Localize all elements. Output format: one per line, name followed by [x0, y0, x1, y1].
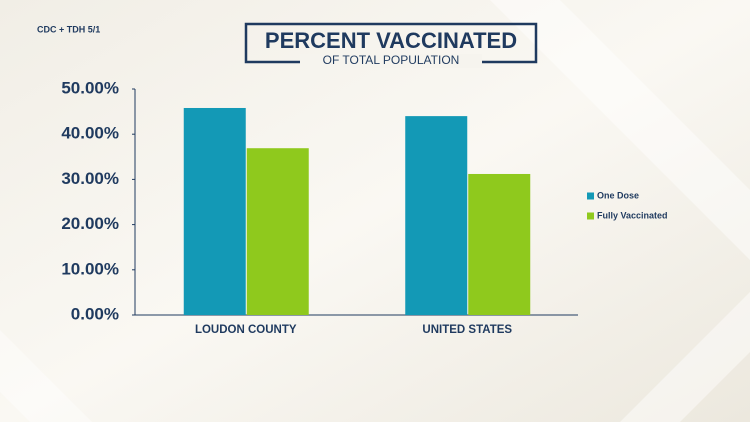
y-tick-label: 30.00%	[61, 169, 119, 188]
y-tick-label: 20.00%	[61, 214, 119, 233]
decor	[620, 292, 750, 422]
chart-subtitle: OF TOTAL POPULATION	[323, 53, 460, 67]
legend-label: One Dose	[597, 190, 639, 200]
source: CDC + TDH 5/1	[37, 24, 100, 34]
y-tick-label: 50.00%	[61, 78, 119, 97]
decor	[0, 330, 92, 422]
bar	[183, 107, 246, 315]
y-tick-label: 0.00%	[71, 304, 119, 323]
legend-swatch	[587, 192, 594, 200]
decor	[490, 0, 750, 260]
legend-label: Fully Vaccinated	[597, 210, 668, 220]
x-tick-label: LOUDON COUNTY	[195, 324, 297, 336]
bar	[246, 148, 309, 315]
bar	[405, 116, 468, 316]
y-tick-label: 40.00%	[61, 124, 119, 143]
x-tick-label: UNITED STATES	[422, 324, 512, 336]
bar	[468, 173, 531, 315]
legend-swatch	[587, 212, 594, 220]
chart-title: PERCENT VACCINATED	[265, 28, 517, 53]
y-tick-label: 10.00%	[61, 259, 119, 278]
subtitle-gap	[300, 54, 482, 68]
